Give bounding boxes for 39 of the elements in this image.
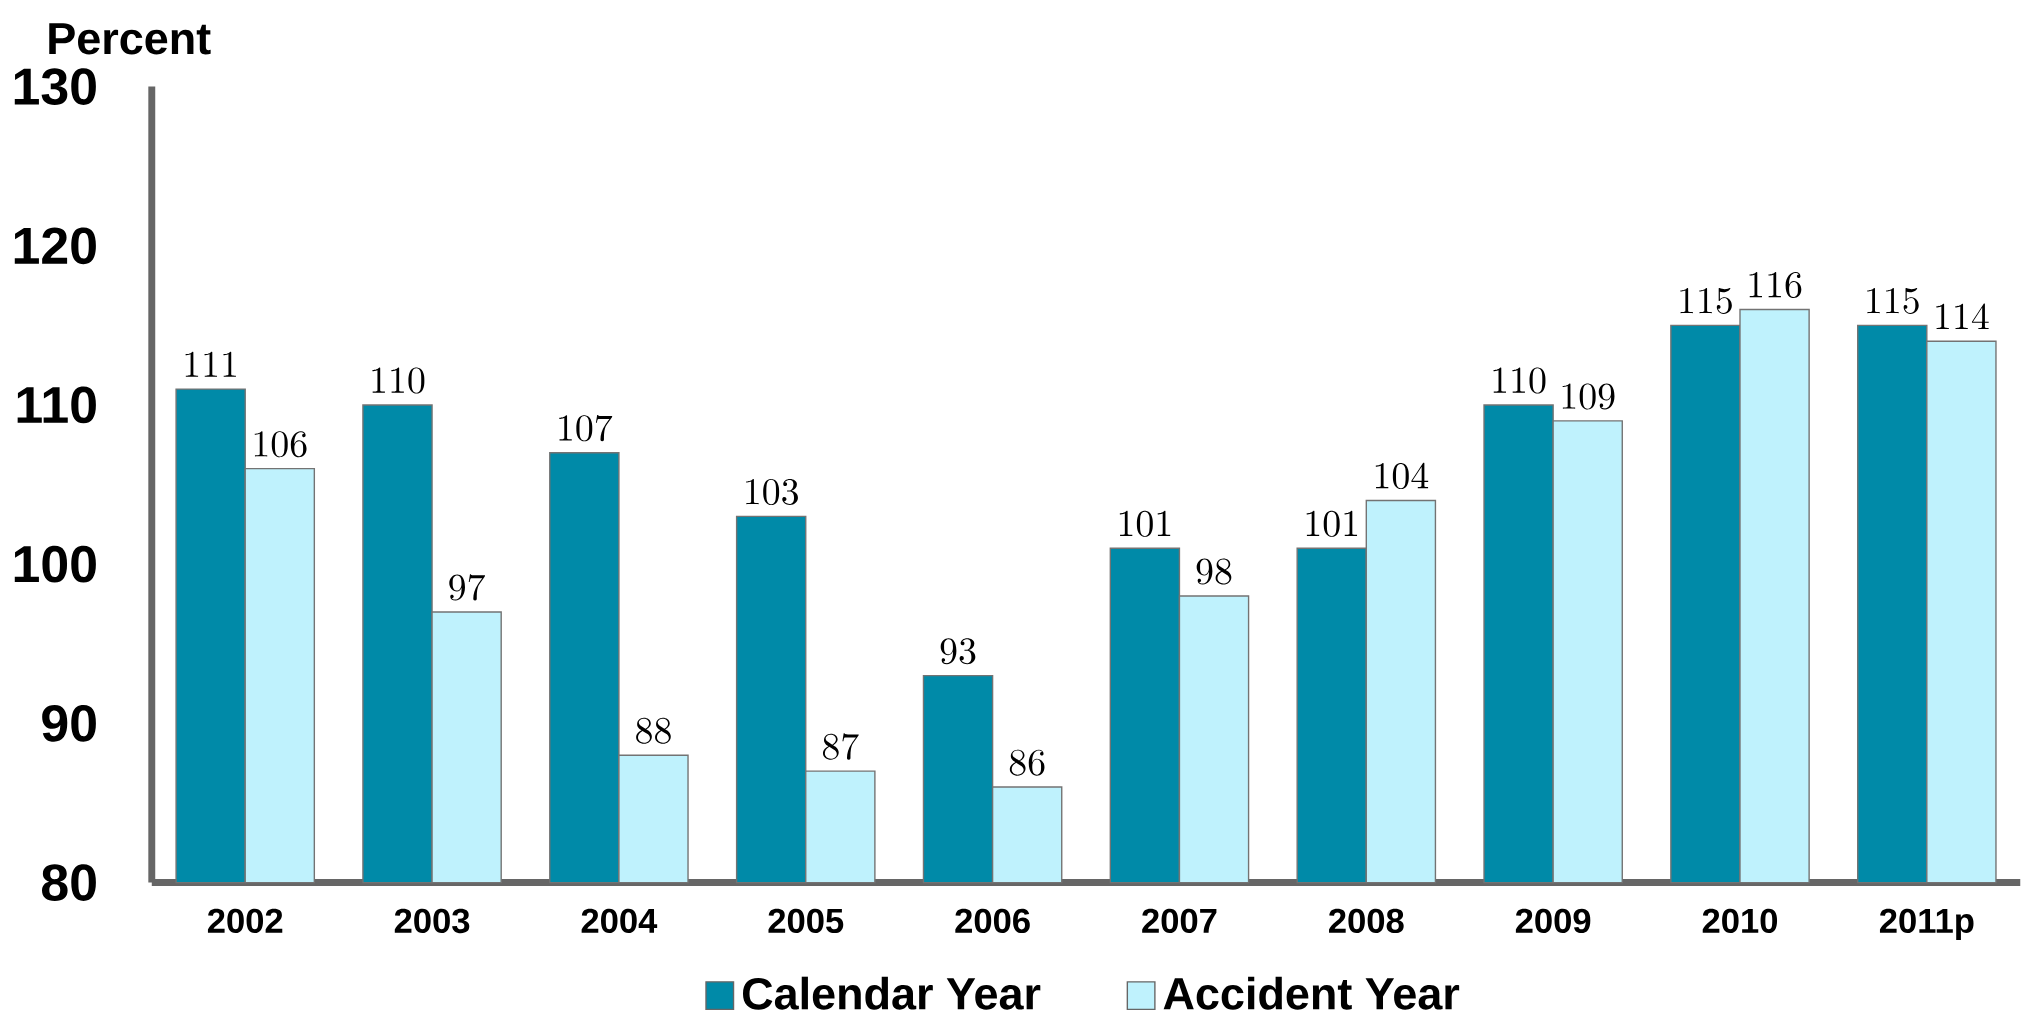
data-label: 109 (1562, 383, 1615, 410)
x-tick-label: 2008 (1329, 908, 1404, 933)
data-label: 93 (940, 638, 976, 665)
data-label: 104 (1375, 462, 1429, 489)
x-tick-label: 2006 (955, 908, 1030, 933)
data-label: 103 (746, 478, 798, 505)
data-label: 111 (185, 351, 236, 377)
y-tick-label: 90 (42, 704, 96, 742)
x-tick-label: 2010 (1702, 908, 1778, 933)
legend-label: Calendar Year (742, 976, 1041, 1010)
data-label: 101 (1306, 510, 1358, 537)
y-tick-label: 80 (42, 864, 96, 901)
y-tick-label: 120 (14, 227, 96, 264)
x-tick-label: 2005 (768, 908, 844, 933)
x-tick-label: 2003 (394, 908, 470, 934)
x-tick-label: 2004 (581, 908, 658, 933)
data-label: 110 (1493, 367, 1546, 394)
data-label: 101 (1119, 510, 1171, 537)
x-tick-label: 2007 (1142, 908, 1217, 933)
data-label: 114 (1936, 303, 1989, 329)
data-label: 106 (254, 431, 307, 458)
data-label: 110 (372, 367, 425, 394)
data-label: 115 (1680, 287, 1732, 314)
data-label: 86 (1009, 749, 1045, 776)
y-tick-label: 110 (17, 386, 96, 424)
data-label: 87 (822, 733, 859, 760)
data-label: 107 (559, 414, 613, 442)
data-label: 88 (636, 717, 671, 744)
data-label: 97 (449, 573, 486, 601)
data-label: 116 (1749, 271, 1802, 298)
legend-label: Accident Year (1163, 976, 1460, 1010)
data-label: 98 (1196, 558, 1232, 585)
y-axis-title: Percent (49, 22, 211, 55)
y-tick-label: 100 (14, 545, 96, 583)
y-tick-label: 130 (14, 68, 96, 105)
x-tick-label: 2009 (1515, 908, 1591, 933)
data-label: 115 (1867, 287, 1919, 314)
x-tick-label: 2002 (207, 908, 283, 933)
x-tick-label: 2011p (1879, 908, 1974, 940)
